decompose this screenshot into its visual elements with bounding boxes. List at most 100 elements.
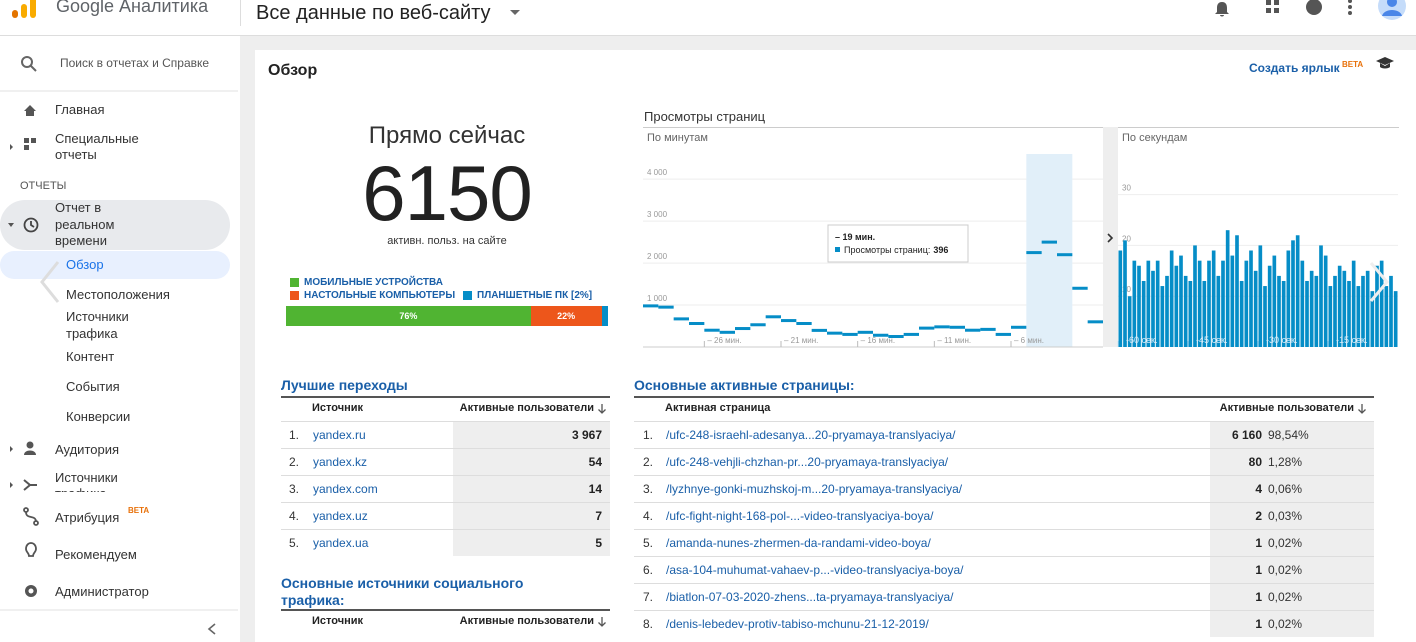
bar	[1169, 250, 1174, 347]
bar	[1249, 250, 1253, 347]
logo	[12, 0, 36, 18]
table-title: Основные активные страницы:	[634, 377, 855, 393]
bar	[1351, 260, 1356, 347]
nav-subitem[interactable]: Конверсии	[66, 409, 131, 424]
search-input[interactable]: Поиск в отчетах и Справке	[60, 56, 210, 70]
bar	[643, 304, 659, 308]
nav-subitem[interactable]: Источники трафика	[66, 309, 129, 341]
bar	[1309, 270, 1314, 347]
nav-subitem[interactable]: Местоположения	[66, 287, 170, 302]
users-percent: 0,02%	[1268, 536, 1303, 550]
bar	[1174, 265, 1179, 347]
sort-arrow[interactable]	[1358, 404, 1366, 414]
active-label: активн. польз. на сайте	[387, 235, 507, 247]
users-percent: 0,02%	[1268, 617, 1303, 631]
bar	[1216, 275, 1221, 347]
nav-item[interactable]: Атрибуция	[55, 510, 120, 525]
discover-icon	[25, 542, 37, 557]
x-tick-label: -60 сек.	[1126, 335, 1157, 345]
tooltip-text: Просмотры страниц: 396	[844, 245, 948, 255]
device-bar-label: 22%	[557, 311, 576, 321]
source-link[interactable]: yandex.ua	[313, 536, 369, 550]
rank: 4.	[643, 509, 654, 523]
nav-item[interactable]: Специальные отчеты	[55, 131, 139, 162]
rank: 3.	[289, 482, 300, 496]
apps-icon[interactable]	[1266, 0, 1279, 13]
source-link[interactable]: yandex.uz	[313, 509, 368, 523]
nav-item[interactable]: Источники трафика	[55, 470, 118, 492]
table-row	[281, 529, 610, 556]
right-now-title: Прямо сейчас	[368, 122, 526, 149]
page-link[interactable]: /ufc-fight-night-168-pol-...-video-trans…	[666, 509, 934, 523]
bar	[1384, 286, 1389, 347]
collapse-sidebar[interactable]	[207, 623, 216, 635]
bar	[1146, 260, 1151, 347]
product-name: Google Аналитика	[56, 0, 209, 16]
property-dropdown-arrow[interactable]	[510, 10, 520, 16]
bar	[1165, 275, 1169, 347]
column-header[interactable]: Источник	[312, 402, 364, 414]
create-shortcut[interactable]: Создать ярлык	[1249, 61, 1340, 75]
avatar[interactable]	[1378, 0, 1406, 20]
source-link[interactable]: yandex.kz	[313, 455, 368, 469]
nav-subitem[interactable]: События	[66, 379, 120, 394]
nav-item[interactable]: Главная	[55, 102, 105, 117]
bar	[965, 328, 981, 332]
nav-item[interactable]: Аудитория	[55, 442, 120, 457]
page-link[interactable]: /amanda-nunes-zhermen-da-randami-video-b…	[666, 536, 931, 550]
bar	[1337, 265, 1342, 347]
bar	[1183, 275, 1188, 347]
page-link[interactable]: /asa-104-muhumat-vahaev-p...-video-trans…	[666, 563, 964, 577]
bar	[949, 325, 965, 329]
bar	[1211, 250, 1216, 347]
y-tick-label: 20	[1122, 234, 1131, 243]
nav-item[interactable]: Администратор	[55, 584, 149, 599]
page-link[interactable]: /denis-lebedev-protiv-tabiso-mchunu-21-1…	[666, 617, 929, 631]
notifications-icon[interactable]	[1215, 2, 1229, 17]
nav-subitem[interactable]: Контент	[66, 349, 115, 364]
column-header[interactable]: Активные пользователи	[459, 615, 594, 627]
value-cell-bg	[453, 476, 610, 502]
bar	[1057, 253, 1073, 257]
page-link[interactable]: /ufc-248-vehjli-chzhan-pr...20-pryamaya-…	[666, 455, 949, 469]
users-value: 54	[588, 455, 602, 469]
nav-subitem[interactable]: Обзор	[66, 257, 104, 272]
property-name[interactable]: Все данные по веб-сайту	[256, 2, 491, 24]
users-percent: 0,03%	[1268, 509, 1303, 523]
bar	[1300, 260, 1305, 347]
bar	[1011, 325, 1027, 329]
table-row	[634, 421, 1374, 448]
bar	[1389, 275, 1393, 347]
audience-icon	[24, 441, 36, 455]
users-value: 80	[1248, 455, 1262, 469]
page-link[interactable]: /lyzhnye-gonki-muzhskoj-m...20-pryamaya-…	[666, 482, 963, 496]
column-header[interactable]: Источник	[312, 615, 364, 627]
bar	[919, 326, 935, 330]
bar	[1151, 270, 1155, 347]
bar	[1239, 280, 1244, 347]
nav-item[interactable]: Отчет в реальном времени	[55, 200, 115, 248]
bar	[781, 319, 797, 323]
nav-item[interactable]: Рекомендуем	[55, 547, 137, 562]
value-cell-bg	[453, 422, 610, 448]
help-icon[interactable]	[1306, 0, 1322, 15]
sort-arrow[interactable]	[598, 617, 606, 627]
table-row	[634, 529, 1374, 556]
page-link[interactable]: /biatlon-07-03-2020-zhens...ta-pryamaya-…	[666, 590, 954, 604]
column-header[interactable]: Активные пользователи	[459, 402, 594, 414]
source-link[interactable]: yandex.com	[313, 482, 378, 496]
page-link[interactable]: /ufc-248-israehl-adesanya...20-pryamaya-…	[666, 428, 956, 442]
column-header[interactable]: Активная страница	[665, 402, 771, 414]
source-link[interactable]: yandex.ru	[313, 428, 366, 442]
column-header[interactable]: Активные пользователи	[1219, 402, 1354, 414]
legend-label: НАСТОЛЬНЫЕ КОМПЬЮТЕРЫ	[304, 290, 456, 301]
bar	[1197, 260, 1202, 347]
more-icon[interactable]	[1348, 0, 1352, 15]
bar	[1207, 260, 1211, 347]
carousel-left[interactable]	[40, 261, 60, 303]
education-icon[interactable]	[1376, 56, 1394, 70]
bar	[1314, 275, 1319, 347]
value-cell-bg	[1210, 584, 1374, 610]
sort-arrow[interactable]	[598, 404, 606, 414]
rank: 2.	[289, 455, 300, 469]
